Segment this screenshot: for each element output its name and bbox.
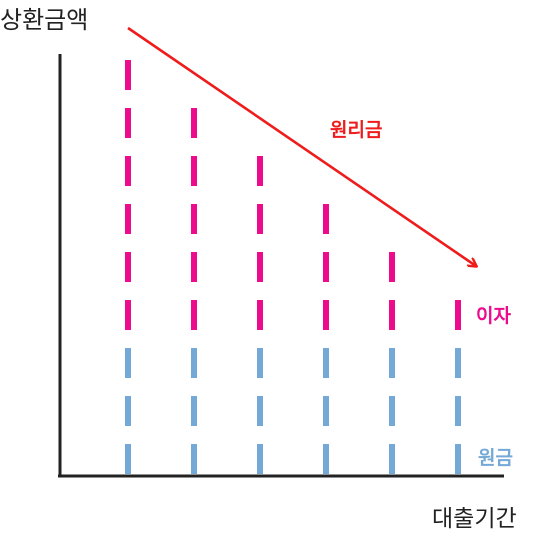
principal-label: 원금 <box>478 447 513 469</box>
total-trend-arrow <box>127 26 476 266</box>
y-axis-label: 상환금액 <box>0 6 88 34</box>
total-label: 원리금 <box>330 119 382 141</box>
x-axis-label: 대출기간 <box>432 506 517 532</box>
interest-label: 이자 <box>476 305 511 327</box>
bar-columns <box>125 60 461 474</box>
